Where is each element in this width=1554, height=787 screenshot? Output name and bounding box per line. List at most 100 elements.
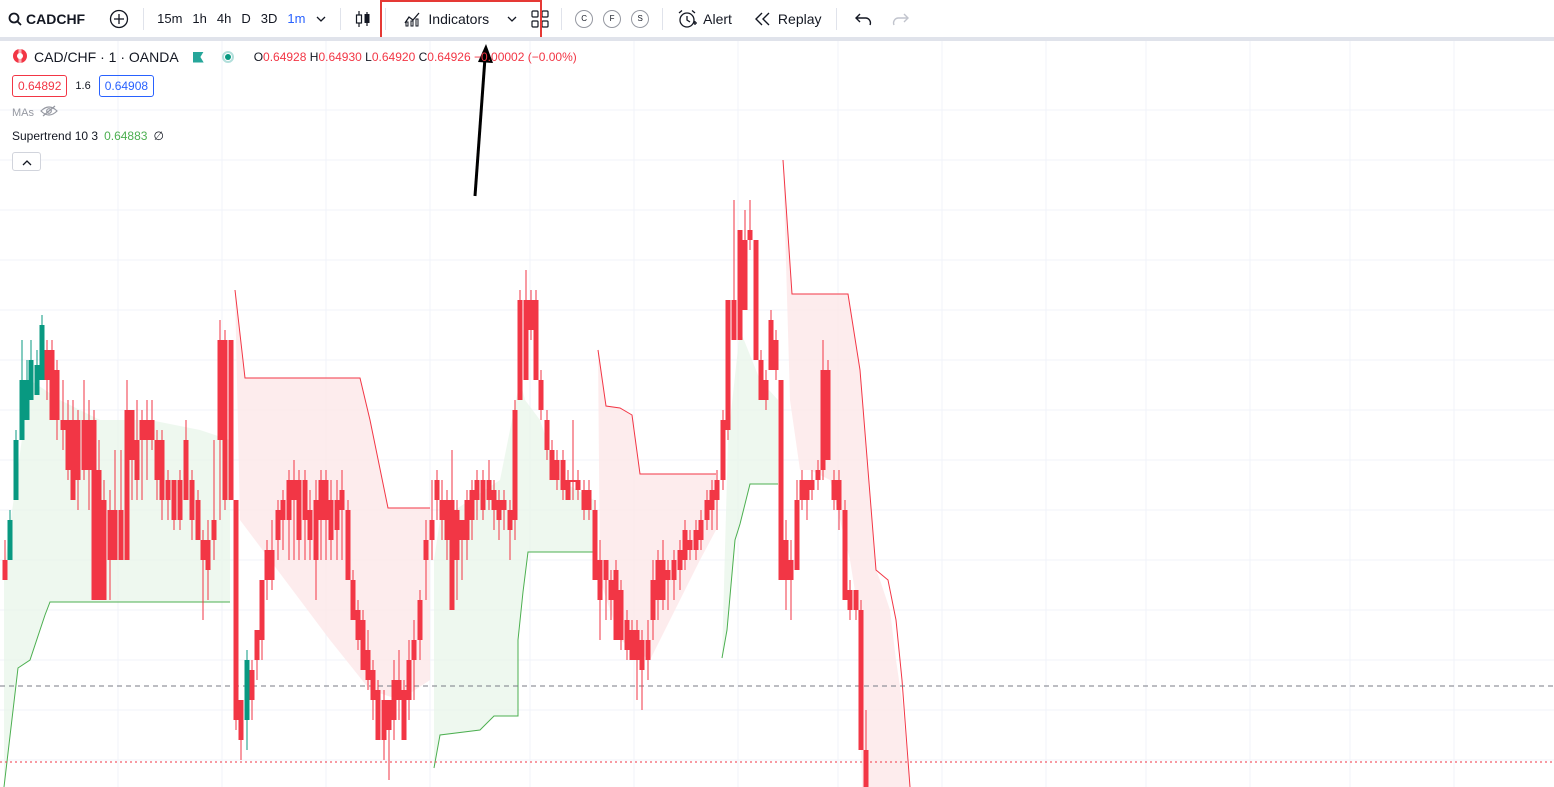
candle-body [753, 240, 759, 360]
supertrend-down-fill [783, 160, 910, 787]
candle-body [794, 500, 800, 570]
timeframe-4h[interactable]: 4h [216, 11, 232, 26]
candle-body [831, 480, 837, 500]
candle-body [842, 510, 848, 600]
alert-button[interactable]: Alert [671, 4, 738, 34]
candle-body [28, 360, 34, 400]
candle-body [7, 520, 13, 560]
candle-body [501, 500, 507, 510]
search-icon [8, 12, 22, 26]
candle-body [480, 480, 486, 510]
supertrend-legend-row[interactable]: Supertrend 10 3 0.64883 ∅ [12, 129, 164, 143]
candle-body [259, 580, 265, 640]
chart-type-button[interactable] [349, 4, 377, 34]
indicators-button[interactable]: Indicators [394, 4, 527, 34]
candle-body [454, 510, 460, 560]
candle-body [618, 590, 624, 640]
candle-body [244, 660, 250, 720]
candle-body [406, 660, 412, 700]
candle-body [747, 230, 753, 240]
candle-body [660, 560, 666, 600]
candle-body [608, 580, 614, 600]
candle-body [345, 510, 351, 580]
supertrend-down-line [782, 159, 911, 787]
candle-body [375, 690, 381, 740]
chevron-up-icon [22, 153, 32, 171]
sell-price-button[interactable]: 0.64892 [12, 75, 68, 97]
timeframe-d[interactable]: D [241, 11, 251, 26]
candle-body [655, 560, 661, 600]
mas-indicator-row[interactable]: MAs [12, 105, 58, 120]
circle-button-f[interactable]: F [603, 9, 622, 28]
candle-body [107, 510, 113, 560]
candle-body [233, 500, 239, 720]
undo-icon [854, 12, 873, 26]
toolbar-bottom-border [0, 37, 1554, 41]
candle-body [2, 560, 8, 580]
redo-button[interactable] [883, 4, 917, 34]
symbol-search-button[interactable]: CADCHF [0, 4, 91, 34]
candle-body [809, 480, 815, 490]
candle-body [597, 560, 603, 600]
supertrend-up-line [3, 601, 230, 787]
candle-body [313, 500, 319, 560]
quote-row: 0.64892 1.6 0.64908 [12, 75, 155, 97]
timeframe-15m[interactable]: 15m [157, 11, 183, 26]
candle-body [183, 440, 189, 500]
candle-body [54, 370, 60, 420]
candle-body [768, 320, 774, 370]
symbol-label: CADCHF [26, 10, 86, 27]
candle-body [269, 550, 275, 580]
candle-body [586, 490, 592, 510]
candle-body [177, 480, 183, 520]
candle-body [302, 480, 308, 520]
legend-title[interactable]: CAD/CHF · 1 · OANDA [34, 49, 179, 65]
candle-body [544, 420, 550, 450]
eye-off-icon[interactable] [40, 105, 58, 120]
price-chart[interactable] [0, 41, 1554, 787]
candle-body [323, 480, 329, 520]
candle-body [486, 480, 492, 500]
candle-body [49, 350, 55, 420]
candle-body [339, 490, 345, 510]
candle-body [238, 700, 244, 740]
circle-button-s[interactable]: S [631, 9, 650, 28]
market-status-icon[interactable] [221, 51, 234, 63]
timeframe-1h[interactable]: 1h [192, 11, 207, 26]
candle-body [296, 480, 302, 540]
collapse-legend-button[interactable] [12, 152, 41, 171]
candle-body [254, 630, 260, 660]
candle-body [91, 420, 97, 600]
candle-body [554, 460, 560, 480]
candle-body [603, 560, 609, 580]
candle-body [328, 500, 334, 540]
buy-price-button[interactable]: 0.64908 [98, 75, 155, 97]
ohlc-values: O0.64928 H0.64930 L0.64920 C0.64926 −0.0… [253, 50, 577, 64]
candle-body [709, 490, 715, 510]
circle-button-c[interactable]: C [575, 9, 594, 28]
candle-body [512, 410, 518, 520]
candle-body [639, 640, 645, 670]
candle-body [129, 410, 135, 460]
candle-body [423, 540, 429, 560]
timeframe-3d[interactable]: 3D [260, 11, 278, 26]
candle-body [75, 420, 81, 480]
supertrend-down-line [597, 349, 716, 475]
spread-value: 1.6 [75, 80, 91, 92]
timeframe-1m[interactable]: 1m [287, 11, 306, 26]
timeframe-dropdown[interactable] [310, 4, 332, 34]
replay-button[interactable]: Replay [738, 4, 828, 34]
chart-legend: CAD/CHF · 1 · OANDA O0.64928 H0.64930 L0… [12, 47, 577, 67]
candle-body [682, 530, 688, 560]
candle-body [360, 620, 366, 670]
undo-button[interactable] [845, 4, 883, 34]
candle-body [205, 540, 211, 570]
candle-body [560, 460, 566, 490]
chevron-down-icon [507, 16, 517, 22]
layout-button[interactable] [527, 4, 553, 34]
oanda-logo-icon [12, 47, 28, 67]
candle-body [671, 560, 677, 580]
compare-symbol-button[interactable] [91, 4, 135, 34]
candle-body [280, 500, 286, 520]
candle-body [533, 300, 539, 380]
